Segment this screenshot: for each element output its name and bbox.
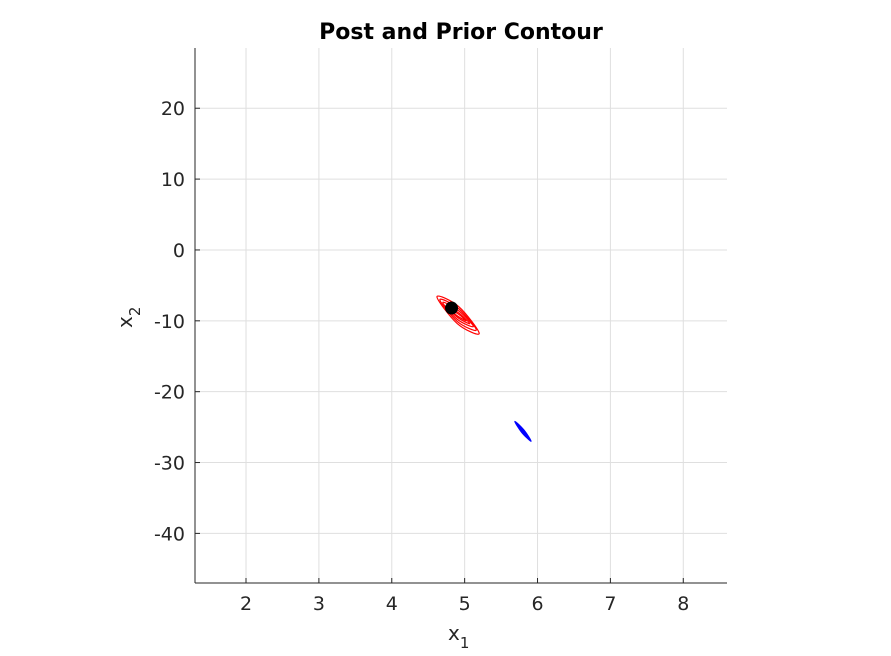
contour-ring — [436, 295, 480, 335]
data-layer — [436, 295, 532, 442]
x-tick-label: 8 — [677, 593, 689, 615]
tick-labels: 2 3 4 5 6 7 8 20 10 0 -10 -20 -30 -40 — [154, 98, 689, 615]
x-tick-label: 4 — [386, 593, 398, 615]
y-tick-label: -30 — [154, 453, 185, 475]
y-tick-label: -40 — [154, 523, 185, 545]
axes — [194, 48, 727, 584]
prior-contour — [514, 420, 532, 442]
x-tick-label: 2 — [240, 593, 252, 615]
chart-title: Post and Prior Contour — [319, 20, 603, 45]
mean-point — [445, 301, 459, 315]
y-tick-label: 10 — [161, 169, 185, 191]
x-tick-label: 5 — [459, 593, 471, 615]
y-tick-label: -20 — [154, 382, 185, 404]
y-tick-label: 0 — [173, 240, 185, 262]
grid-lines — [195, 48, 727, 583]
y-axis-label: x2 — [113, 307, 144, 328]
x-tick-label: 7 — [604, 593, 616, 615]
y-tick-label: -10 — [154, 311, 185, 333]
x-tick-label: 3 — [313, 593, 325, 615]
contour-ring — [517, 424, 529, 439]
x-axis-label: x1 — [448, 621, 469, 652]
x-tick-label: 6 — [531, 593, 543, 615]
posterior-contour — [436, 295, 480, 335]
y-tick-label: 20 — [161, 98, 185, 120]
